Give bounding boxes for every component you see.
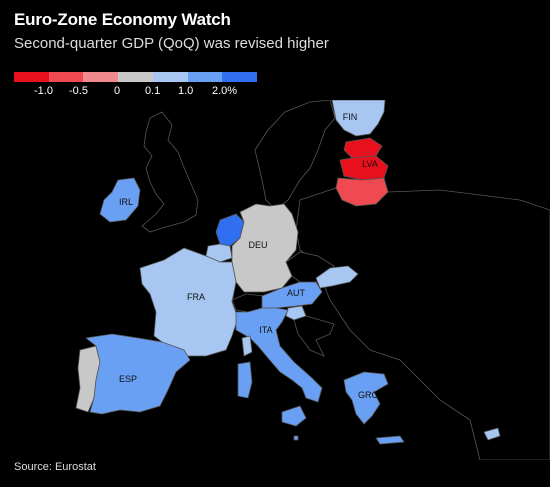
- legend-label-2: -0.5: [69, 85, 88, 97]
- country-grc: [343, 371, 389, 425]
- country-nld: [215, 213, 245, 247]
- label-fra: FRA: [187, 292, 205, 302]
- chart-title: Euro-Zone Economy Watch: [14, 10, 231, 29]
- country-fra: [139, 247, 239, 357]
- country-esp: [85, 333, 191, 415]
- legend-swatch-6: [187, 72, 223, 82]
- label-deu: DEU: [248, 240, 267, 250]
- label-fin: FIN: [343, 112, 358, 122]
- country-fra-corsica: [241, 335, 253, 357]
- legend-swatch-3: [83, 72, 119, 82]
- legend-label-3: 0: [114, 85, 121, 97]
- label-ita: ITA: [259, 325, 272, 335]
- country-ita: [235, 307, 323, 403]
- legend-labels: -1.0 -0.5 0 0.1 1.0 2.0%: [14, 85, 257, 101]
- europe-map: IRL FIN LVA DEU FRA AUT ITA ESP GR: [75, 100, 550, 460]
- country-est: [343, 137, 383, 159]
- legend-swatch-5: [152, 72, 188, 82]
- legend: -1.0 -0.5 0 0.1 1.0 2.0%: [14, 72, 258, 102]
- label-grc: GRC: [358, 390, 379, 400]
- country-ita-sardinia: [237, 361, 253, 399]
- country-irl: [99, 177, 141, 223]
- legend-swatch-4: [118, 72, 153, 82]
- country-grc-crete: [375, 435, 405, 445]
- legend-label-1: -1.0: [34, 85, 53, 97]
- country-hrv: [293, 315, 335, 357]
- label-irl: IRL: [119, 197, 133, 207]
- country-deu: [231, 203, 299, 293]
- country-cyp: [483, 427, 501, 441]
- country-lva: [339, 155, 389, 181]
- label-aut: AUT: [287, 288, 306, 298]
- legend-color-bar: [14, 72, 258, 82]
- legend-swatch-2: [48, 72, 84, 82]
- chart-subtitle: Second-quarter GDP (QoQ) was revised hig…: [14, 35, 329, 52]
- legend-label-6: 2.0%: [212, 85, 238, 97]
- source-note: Source: Eurostat: [14, 461, 96, 473]
- legend-swatch-1: [14, 72, 49, 82]
- country-gbr: [141, 111, 199, 233]
- legend-label-5: 1.0: [178, 85, 194, 97]
- country-ita-sicily: [281, 405, 307, 427]
- label-esp: ESP: [119, 374, 137, 384]
- legend-swatch-7: [222, 72, 258, 82]
- country-svk: [315, 265, 359, 289]
- country-fin: [331, 100, 386, 137]
- legend-label-4: 0.1: [145, 85, 161, 97]
- label-lva: LVA: [362, 159, 378, 169]
- country-nor-swe: [254, 100, 336, 211]
- country-mlt: [293, 435, 299, 441]
